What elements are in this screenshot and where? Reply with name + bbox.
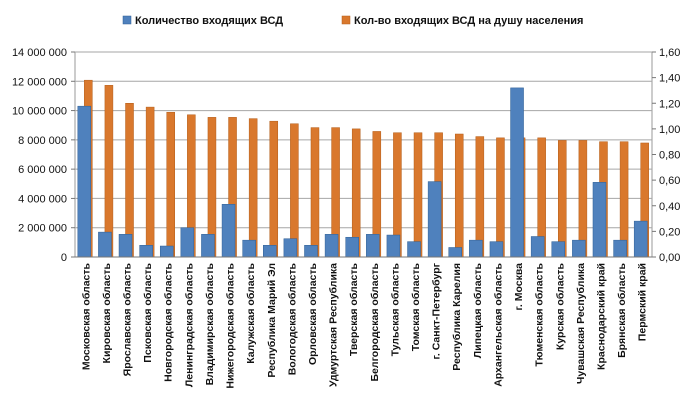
bar-count-14 — [345, 236, 359, 258]
x-tick-label: Томская область — [410, 262, 422, 351]
bar-per-capita-3 — [125, 103, 134, 258]
legend-label-per-capita: Кол-во входящих ВСД на душу населения — [354, 15, 583, 27]
x-tick-label: Кировская область — [101, 262, 113, 363]
y-right-tick-label: 0,40 — [659, 201, 680, 213]
y-right-tick-label: 0,00 — [659, 252, 680, 264]
y-left-tick-label: 6 000 000 — [18, 164, 67, 176]
x-tick-label: Чувашская Республика — [575, 263, 587, 384]
bar-count-7 — [201, 234, 215, 258]
x-tick-label: Белгородская область — [369, 262, 381, 381]
bar-per-capita-10 — [269, 120, 279, 258]
bar-per-capita-11 — [290, 123, 299, 258]
y-right-tick-label: 1,20 — [659, 98, 680, 110]
y-left-tick-label: 12 000 000 — [12, 76, 67, 88]
x-tick-label: Липецкая область — [472, 262, 484, 358]
x-tick-label: г. Москва — [513, 263, 525, 311]
x-tick-label: Орловская область — [307, 262, 319, 365]
bar-per-capita-12 — [310, 127, 320, 258]
bar-count-24 — [551, 241, 566, 258]
bar-per-capita-24 — [558, 140, 567, 258]
bar-count-10 — [263, 245, 277, 258]
bar-count-5 — [159, 245, 174, 258]
x-tick-label: Ярославская область — [122, 262, 134, 376]
bar-count-21 — [489, 241, 504, 258]
bar-per-capita-21 — [496, 137, 505, 258]
x-tick-label: Псковская область — [142, 262, 154, 362]
legend-swatch-per-capita — [341, 15, 351, 25]
y-right-tick-label: 0,60 — [659, 175, 680, 187]
bar-count-22 — [510, 87, 524, 258]
bar-count-18 — [427, 181, 442, 258]
bar-per-capita-5 — [166, 111, 175, 258]
x-tick-label: Краснодарский край — [595, 263, 607, 370]
x-tick-label: Тюменская область — [534, 262, 546, 366]
y-left-tick-label: 4 000 000 — [18, 193, 67, 205]
y-left-tick-label: 14 000 000 — [12, 47, 67, 59]
bar-per-capita-19 — [454, 133, 464, 258]
bar-count-6 — [180, 227, 195, 258]
y-right-tick-label: 0,80 — [659, 150, 680, 162]
x-tick-label: Архангельская область — [492, 262, 504, 386]
bar-count-13 — [324, 234, 339, 258]
x-tick-label: Тульская область — [389, 262, 401, 356]
bar-per-capita-20 — [475, 136, 485, 258]
bar-count-17 — [407, 241, 421, 258]
y-right-tick-label: 0,20 — [659, 226, 680, 238]
x-tick-label: Ленинградская область — [183, 262, 195, 387]
x-tick-label: Республика Марий Эл — [266, 263, 278, 378]
bar-per-capita-9 — [248, 118, 258, 258]
bar-per-capita-25 — [578, 140, 588, 258]
bar-count-9 — [242, 239, 256, 258]
bar-count-8 — [221, 204, 236, 258]
bar-per-capita-2 — [104, 85, 114, 258]
x-tick-label: Калужская область — [245, 262, 257, 363]
x-tick-label: Вологодская область — [286, 262, 298, 375]
bar-count-16 — [386, 234, 401, 258]
x-tick-label: Нижегородская область — [225, 262, 237, 388]
x-tick-label: Владимирская область — [204, 262, 216, 385]
bar-count-26 — [592, 182, 607, 258]
x-tick-label: Брянская область — [616, 262, 628, 357]
bar-per-capita-27 — [619, 141, 629, 258]
bar-count-28 — [633, 220, 648, 258]
bar-count-11 — [283, 238, 298, 258]
bar-per-capita-4 — [145, 106, 155, 258]
legend-swatch-count — [122, 15, 132, 25]
bar-count-15 — [366, 234, 380, 258]
y-left-tick-label: 0 — [61, 252, 67, 264]
x-tick-label: Республика Карелия — [451, 263, 463, 371]
y-left-tick-label: 2 000 000 — [18, 223, 67, 235]
y-right-tick-label: 1,60 — [659, 47, 680, 59]
bar-count-12 — [304, 245, 318, 258]
bar-count-1 — [77, 105, 92, 258]
x-tick-label: Удмуртская Республика — [328, 263, 340, 387]
bar-count-27 — [613, 239, 627, 258]
bar-count-20 — [469, 239, 483, 258]
y-left-tick-label: 8 000 000 — [18, 135, 67, 147]
y-left-tick-label: 10 000 000 — [12, 106, 67, 118]
x-tick-label: Тверская область — [348, 262, 360, 356]
bar-count-25 — [572, 239, 586, 258]
bar-count-4 — [139, 245, 153, 258]
bar-count-23 — [530, 236, 545, 258]
legend-label-count: Количество входящих ВСД — [135, 15, 283, 27]
bar-per-capita-17 — [413, 132, 423, 258]
y-right-tick-label: 1,00 — [659, 124, 680, 136]
x-tick-label: Пермский край — [637, 263, 649, 341]
bar-count-3 — [118, 234, 133, 258]
x-tick-label: г. Санкт-Петербург — [431, 262, 443, 359]
bar-count-2 — [98, 231, 112, 258]
bar-count-19 — [448, 247, 462, 258]
x-tick-label: Курская область — [554, 262, 566, 350]
x-tick-label: Московская область — [80, 262, 92, 370]
y-right-tick-label: 1,40 — [659, 73, 680, 85]
x-tick-label: Новгородская область — [163, 262, 175, 381]
